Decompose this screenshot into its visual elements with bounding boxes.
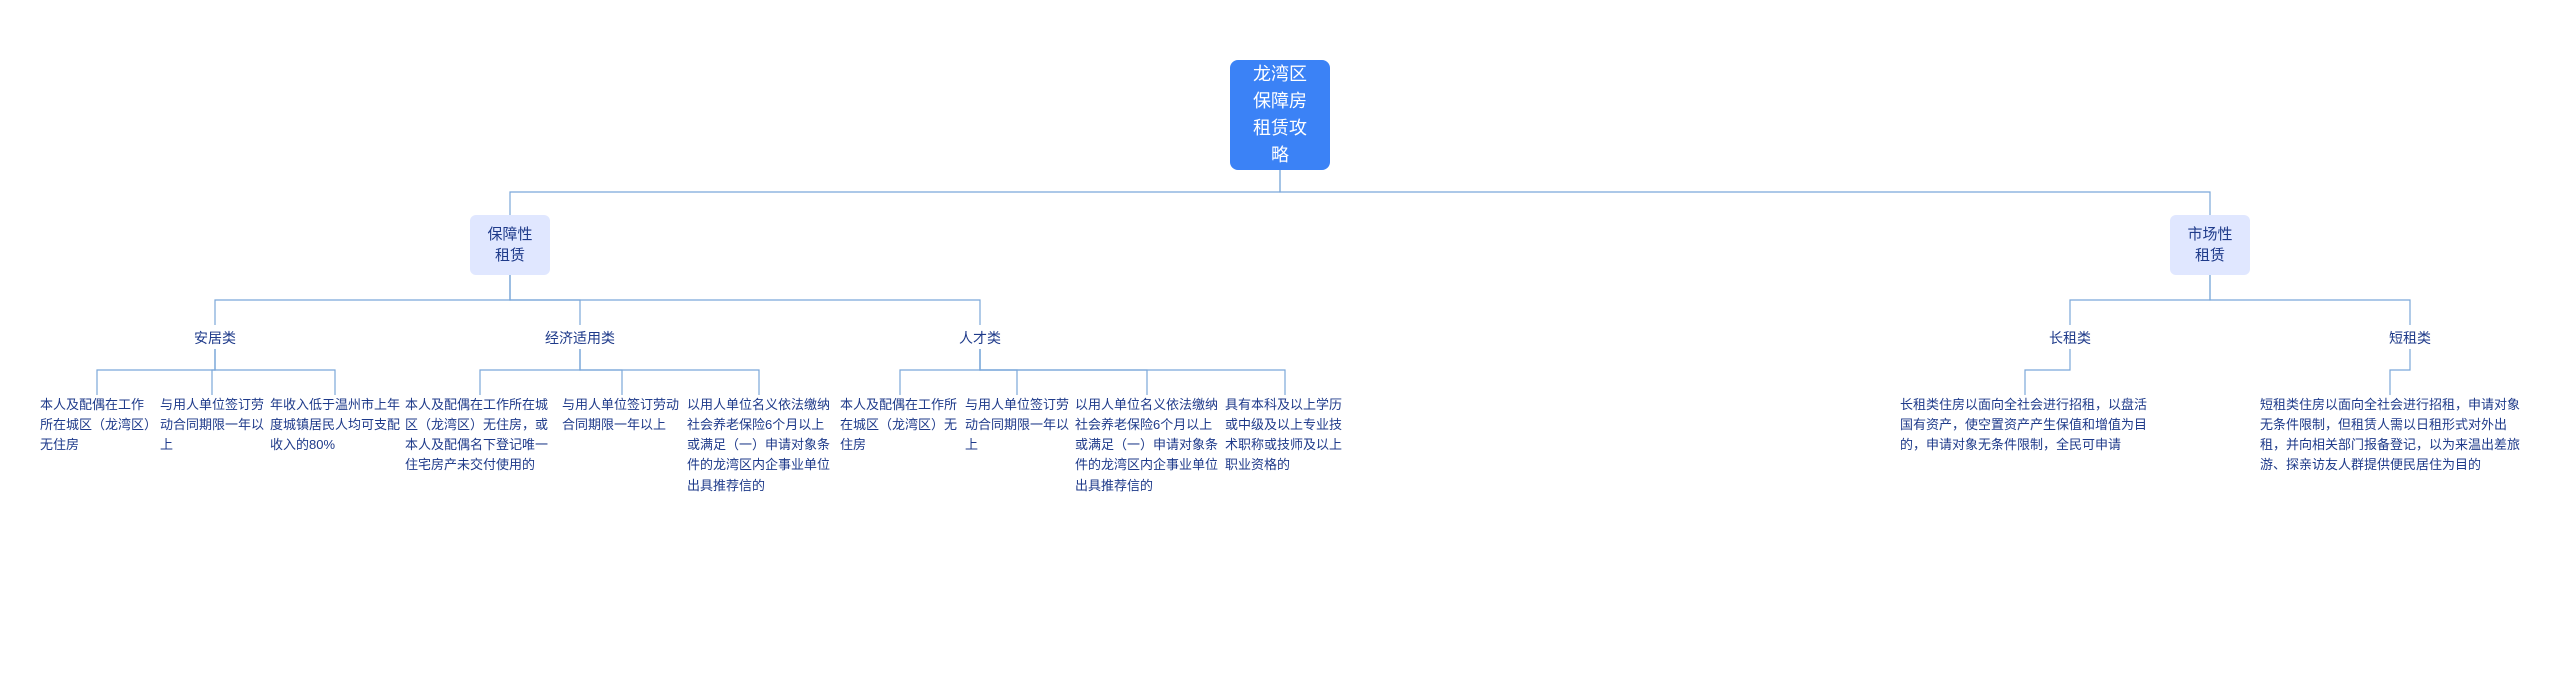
leaf-node: 本人及配偶在工作所在城区（龙湾区）无住房，或本人及配偶名下登记唯一住宅房产未交付… xyxy=(405,395,555,476)
leaf-text: 本人及配偶在工作所在城区（龙湾区）无住房 xyxy=(840,395,960,455)
leaf-text: 以用人单位名义依法缴纳社会养老保险6个月以上或满足（一）申请对象条件的龙湾区内企… xyxy=(1075,395,1220,496)
subcat-node-4: 长租类 xyxy=(2030,325,2110,353)
leaf-text: 与用人单位签订劳动合同期限一年以上 xyxy=(965,395,1070,455)
leaf-text: 本人及配偶在工作所在城区（龙湾区）无住房，或本人及配偶名下登记唯一住宅房产未交付… xyxy=(405,395,555,476)
subcat-label: 长租类 xyxy=(2049,329,2091,349)
leaf-node: 与用人单位签订劳动合同期限一年以上 xyxy=(562,395,682,435)
leaf-node: 具有本科及以上学历或中级及以上专业技术职称或技师及以上职业资格的 xyxy=(1225,395,1345,476)
subcat-node-5: 短租类 xyxy=(2370,325,2450,353)
category-label: 市场性租赁 xyxy=(2184,224,2236,266)
subcat-label: 人才类 xyxy=(959,329,1001,349)
leaf-text: 短租类住房以面向全社会进行招租，申请对象无条件限制，但租赁人需以日租形式对外出租… xyxy=(2260,395,2520,476)
subcat-label: 经济适用类 xyxy=(545,329,615,349)
category-label: 保障性租赁 xyxy=(484,224,536,266)
root-label: 龙湾区保障房租赁攻略 xyxy=(1246,61,1314,169)
leaf-node: 与用人单位签订劳动合同期限一年以上 xyxy=(160,395,265,455)
leaf-node: 长租类住房以面向全社会进行招租，以盘活国有资产，使空置资产产生保值和增值为目的，… xyxy=(1900,395,2150,455)
leaf-text: 年收入低于温州市上年度城镇居民人均可支配收入的80% xyxy=(270,395,400,455)
subcat-node-3: 人才类 xyxy=(940,325,1020,353)
leaf-node: 与用人单位签订劳动合同期限一年以上 xyxy=(965,395,1070,455)
leaf-node: 以用人单位名义依法缴纳社会养老保险6个月以上或满足（一）申请对象条件的龙湾区内企… xyxy=(1075,395,1220,496)
leaf-node: 本人及配偶在工作所在城区（龙湾区）无住房 xyxy=(40,395,155,455)
subcat-label: 安居类 xyxy=(194,329,236,349)
leaf-text: 与用人单位签订劳动合同期限一年以上 xyxy=(160,395,265,455)
category-node-b: 市场性租赁 xyxy=(2170,215,2250,275)
leaf-text: 与用人单位签订劳动合同期限一年以上 xyxy=(562,395,682,435)
leaf-node: 年收入低于温州市上年度城镇居民人均可支配收入的80% xyxy=(270,395,400,455)
subcat-node-2: 经济适用类 xyxy=(530,325,630,353)
leaf-text: 具有本科及以上学历或中级及以上专业技术职称或技师及以上职业资格的 xyxy=(1225,395,1345,476)
leaf-text: 本人及配偶在工作所在城区（龙湾区）无住房 xyxy=(40,395,155,455)
category-node-a: 保障性租赁 xyxy=(470,215,550,275)
subcat-node-1: 安居类 xyxy=(175,325,255,353)
leaf-text: 以用人单位名义依法缴纳社会养老保险6个月以上或满足（一）申请对象条件的龙湾区内企… xyxy=(687,395,832,496)
leaf-node: 以用人单位名义依法缴纳社会养老保险6个月以上或满足（一）申请对象条件的龙湾区内企… xyxy=(687,395,832,496)
root-node: 龙湾区保障房租赁攻略 xyxy=(1230,60,1330,170)
leaf-node: 本人及配偶在工作所在城区（龙湾区）无住房 xyxy=(840,395,960,455)
leaf-node: 短租类住房以面向全社会进行招租，申请对象无条件限制，但租赁人需以日租形式对外出租… xyxy=(2260,395,2520,476)
leaf-text: 长租类住房以面向全社会进行招租，以盘活国有资产，使空置资产产生保值和增值为目的，… xyxy=(1900,395,2150,455)
subcat-label: 短租类 xyxy=(2389,329,2431,349)
